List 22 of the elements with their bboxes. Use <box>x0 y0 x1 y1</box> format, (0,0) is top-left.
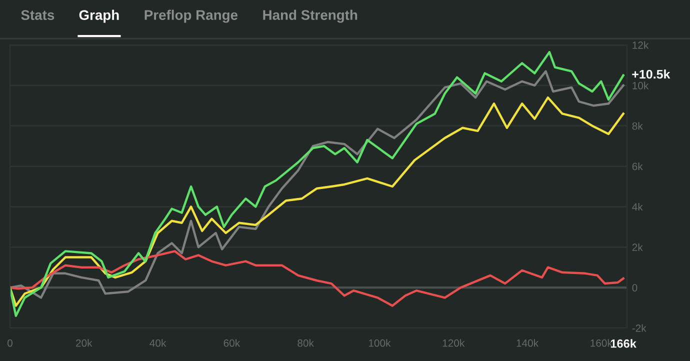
x-tick-label: 20k <box>76 339 92 347</box>
x-tick-label: 100k <box>368 339 391 347</box>
annotation: +10.5k <box>632 69 670 79</box>
y-tick-label: 8k <box>632 122 643 130</box>
text: Stats <box>21 10 54 20</box>
text: Graph <box>79 10 119 23</box>
y-tick-label: 2k <box>632 243 643 251</box>
y-tick-label: 6k <box>632 162 643 170</box>
x-tick-label: 80k <box>298 339 314 347</box>
y-tick-label: -2k <box>632 324 646 332</box>
y-tick-label: 10k <box>632 82 649 90</box>
y-tick-label: 4k <box>632 202 643 210</box>
line-series <box>10 250 624 307</box>
text: Hand Strength <box>263 10 358 23</box>
x-tick-label: 0 <box>8 339 12 347</box>
x-tick-label: 140k <box>516 339 539 347</box>
y-tick-label: 12k <box>632 41 649 49</box>
x-tick-label: 120k <box>442 339 465 347</box>
x-tick-label: 60k <box>224 339 240 347</box>
y-tick-label: 0 <box>632 284 638 292</box>
text: Preflop Range <box>144 10 238 23</box>
x-tick-label: 40k <box>150 339 166 347</box>
